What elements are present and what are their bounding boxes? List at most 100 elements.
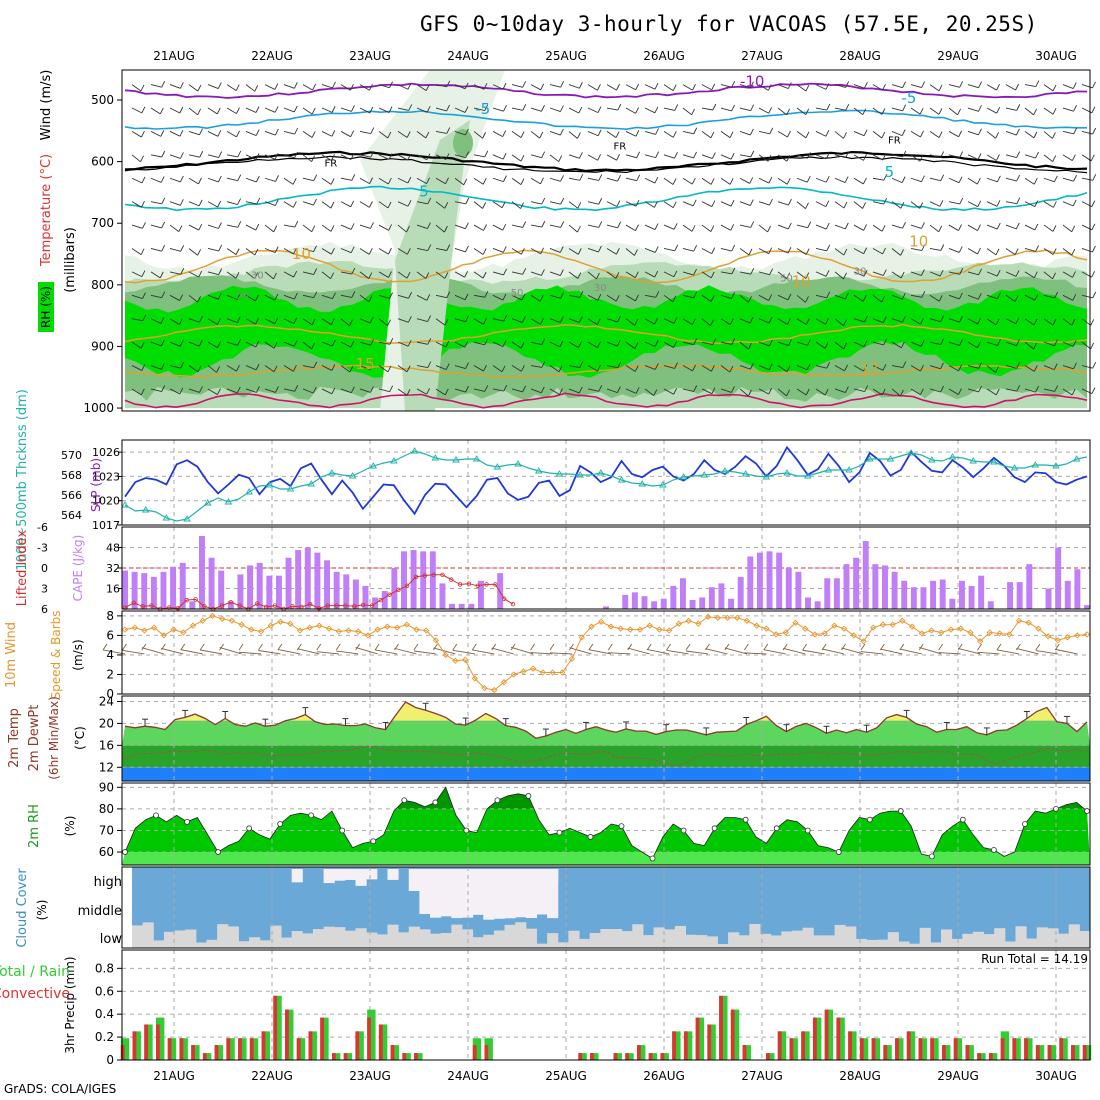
wind-barb-feather — [559, 388, 563, 395]
wind-barb-feather — [862, 202, 867, 209]
wind-barb — [682, 201, 694, 207]
cloud-low — [632, 924, 644, 948]
wind-barb — [663, 107, 675, 111]
wind-barb-feather — [407, 200, 412, 207]
rh2m-label: 2m RH — [27, 804, 42, 848]
thickness-point — [162, 514, 171, 521]
wind-barb — [169, 388, 180, 395]
wind-barb-feather — [693, 151, 697, 159]
wind-barb — [1062, 271, 1073, 278]
rh2m-point — [277, 821, 284, 827]
wind-barb — [1005, 130, 1017, 136]
thickness-point — [286, 485, 295, 492]
wind-barb-feather — [769, 198, 773, 206]
wind-barb — [853, 341, 865, 348]
wind-barb — [929, 294, 940, 302]
rh2m-point — [246, 825, 253, 832]
li-point — [413, 574, 419, 580]
cloud-low — [887, 932, 899, 948]
wind-barb-feather — [615, 131, 620, 138]
wind-barb — [815, 154, 827, 160]
y-tick-label: 0.2 — [95, 1030, 114, 1044]
wind-barb-feather — [406, 248, 411, 255]
wind-barb-feather — [635, 294, 639, 302]
wind-barb — [568, 107, 579, 114]
wind-barb — [948, 84, 960, 88]
cloud-low — [312, 929, 325, 948]
wind-barb — [720, 107, 732, 112]
wind-barb-feather — [579, 291, 584, 298]
y-tick-label: 6 — [106, 628, 114, 642]
wind-barb — [720, 154, 732, 160]
cloud-low — [728, 932, 740, 948]
wind-barb-feather — [579, 174, 584, 181]
wind-barb — [663, 224, 675, 230]
convective-rain-bar — [883, 1045, 888, 1060]
wind-barb-feather — [598, 221, 603, 228]
wind-barb — [435, 177, 446, 185]
wind-barb — [264, 177, 276, 182]
wind-barb — [872, 248, 883, 255]
contour-plus15 — [124, 323, 1088, 345]
wind-barb-feather — [769, 127, 774, 134]
wind-barb — [853, 388, 865, 393]
wind-barb-feather — [881, 295, 886, 303]
wind-barb — [682, 154, 694, 159]
wind-barb-feather — [350, 153, 355, 160]
wind-speed-point — [121, 626, 129, 633]
li-point — [175, 606, 181, 611]
wind-barb-feather — [292, 178, 297, 185]
wind-barb — [454, 271, 465, 278]
wind-barb-feather — [331, 364, 336, 371]
wind-barb-feather — [940, 174, 945, 181]
wind-barb-feather — [919, 202, 924, 209]
wind-barb-feather — [1015, 128, 1020, 136]
wind-barb — [378, 177, 389, 185]
wind-barb — [796, 271, 807, 279]
wind-barb — [663, 365, 675, 369]
thickness-point — [969, 457, 978, 464]
cloud-low — [249, 937, 261, 948]
wind-barb-feather — [387, 131, 392, 139]
wind-barb — [986, 318, 997, 326]
date-label-top: 22AUG — [251, 49, 293, 63]
cape-bar — [275, 575, 282, 609]
wind-barb-feather — [484, 104, 489, 111]
wind-barb — [454, 365, 466, 370]
wind-barb-feather — [788, 339, 792, 346]
wind-barb-feather — [938, 108, 943, 115]
wind-barb-feather — [654, 363, 659, 370]
wind-speed-point — [928, 627, 935, 634]
wind-barb-feather — [693, 385, 698, 392]
wind-speed-point — [724, 614, 731, 621]
wind-barb-feather — [218, 268, 223, 275]
wind-barb-feather — [634, 365, 639, 372]
wind-barb-feather — [388, 224, 393, 231]
li-point — [140, 604, 145, 609]
wind-barb — [853, 154, 864, 161]
wind-title-label: 10m Wind — [4, 622, 19, 688]
wind-barb — [701, 107, 713, 111]
wind-barb — [397, 154, 408, 161]
wind-barb — [644, 107, 656, 114]
wind-barb-feather — [768, 387, 773, 395]
wind-barb-feather — [958, 388, 962, 395]
cape-bar — [247, 565, 254, 609]
wind-barb-feather — [1091, 200, 1096, 207]
wind-barb-feather — [598, 245, 602, 253]
wind-barb — [682, 365, 693, 372]
wind-barb — [511, 201, 521, 209]
wind-barb-10m — [724, 647, 748, 655]
wind-barb — [568, 365, 580, 368]
cape-bar — [766, 551, 773, 609]
wind-barb — [492, 177, 504, 183]
wind-barb-feather — [255, 340, 260, 348]
cloud-low — [206, 939, 218, 948]
wind-barb — [340, 154, 352, 160]
wind-barb — [948, 365, 959, 372]
wind-barb — [302, 84, 313, 91]
wind-barb — [777, 177, 788, 185]
thickness-point — [886, 455, 895, 462]
wind-barb-feather — [482, 178, 487, 185]
